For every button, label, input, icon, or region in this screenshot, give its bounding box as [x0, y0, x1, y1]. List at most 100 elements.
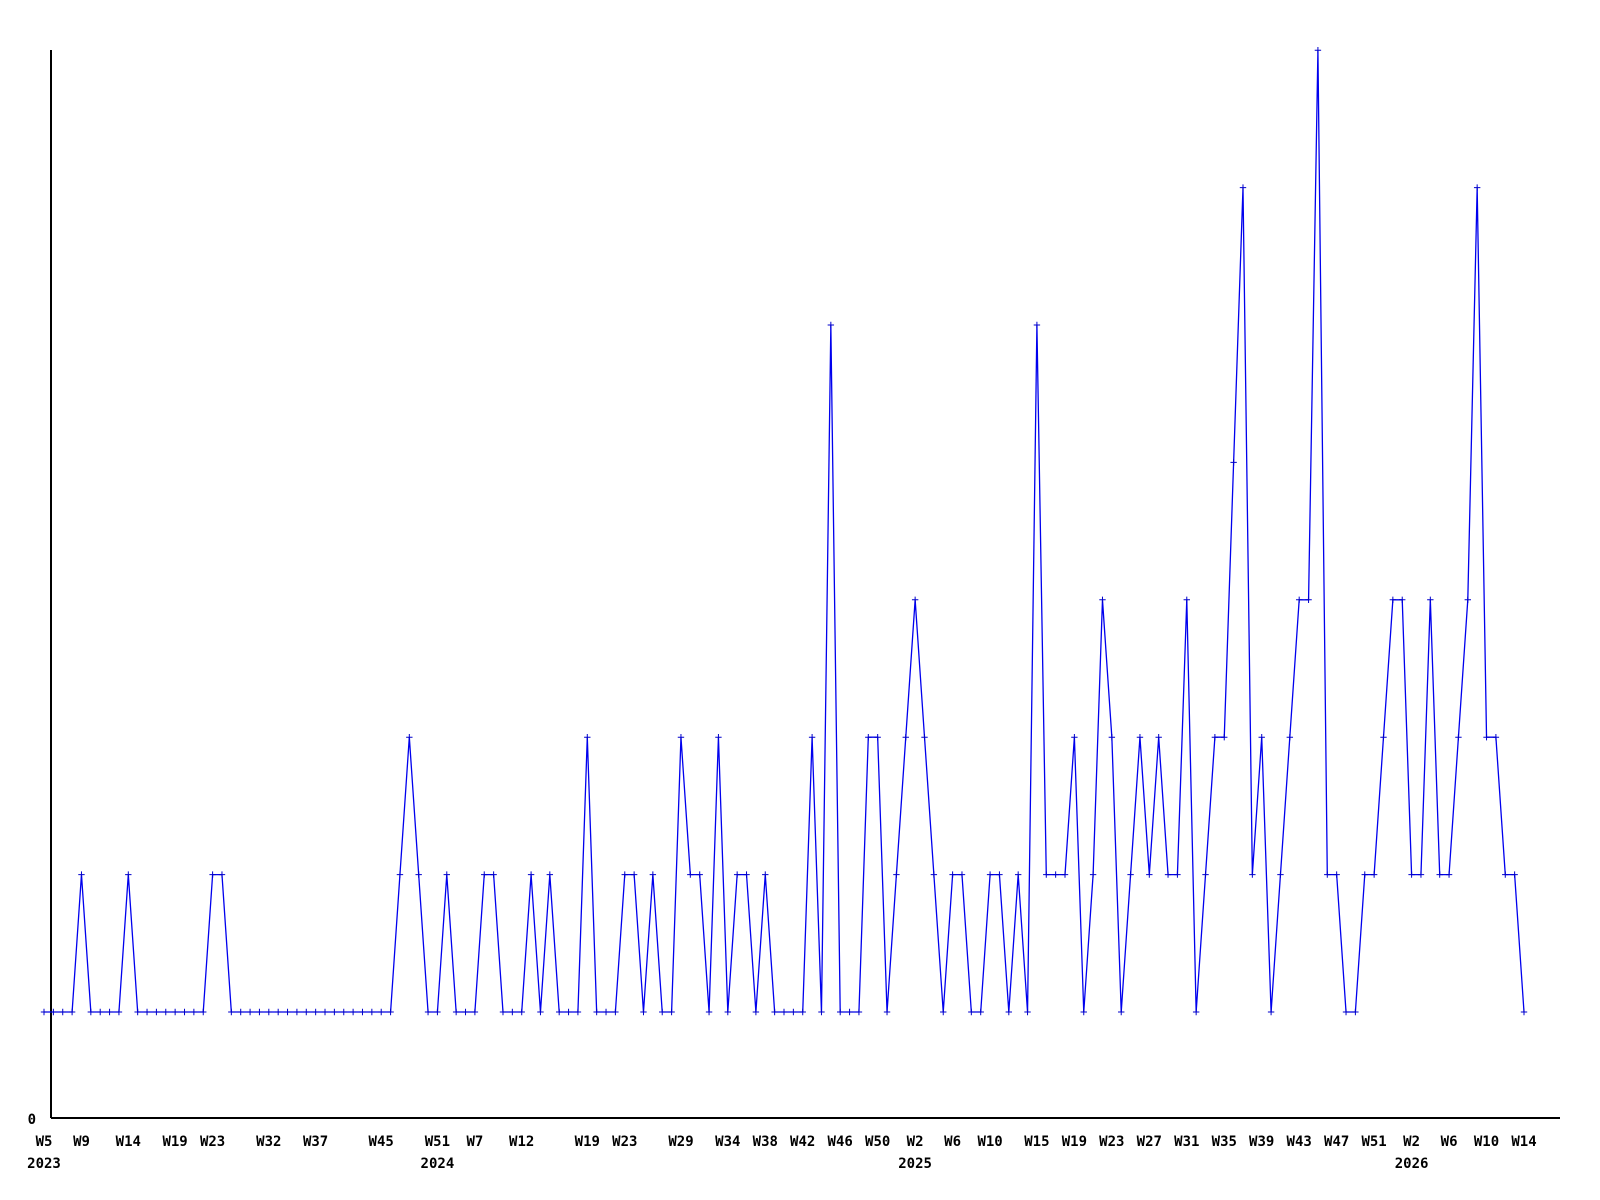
data-point-marker — [1314, 47, 1322, 54]
x-tick-label: W6 — [944, 1134, 961, 1150]
data-point-marker — [284, 1008, 291, 1016]
data-point-marker — [818, 1008, 825, 1016]
data-point-marker — [743, 871, 750, 878]
data-point-marker — [321, 1008, 329, 1016]
data-point-marker — [190, 1008, 198, 1016]
x-tick-label: W7 — [466, 1134, 483, 1150]
data-point-marker — [68, 1008, 76, 1016]
data-point-marker — [855, 1008, 863, 1016]
data-point-marker — [59, 1008, 66, 1016]
data-point-marker — [846, 1008, 853, 1016]
data-point-markers — [40, 47, 1528, 1016]
data-point-marker — [837, 1008, 844, 1016]
x-tick-label: W34 — [715, 1134, 740, 1150]
data-point-marker — [958, 871, 966, 878]
data-point-marker — [359, 1008, 366, 1016]
data-point-marker — [1024, 1008, 1031, 1016]
data-point-marker — [434, 1008, 441, 1016]
data-point-marker — [715, 734, 722, 741]
x-tick-label: W14 — [116, 1134, 141, 1150]
data-point-marker — [125, 871, 132, 878]
data-point-marker — [228, 1008, 235, 1016]
data-point-marker — [705, 1008, 713, 1016]
data-point-marker — [1033, 321, 1041, 329]
data-point-marker — [396, 871, 404, 878]
data-point-marker — [1108, 734, 1116, 741]
data-point-marker — [977, 1008, 984, 1016]
data-point-marker — [1014, 871, 1022, 878]
data-point-marker — [331, 1008, 338, 1016]
data-point-marker — [1127, 871, 1134, 878]
data-point-marker — [696, 871, 703, 878]
data-point-marker — [1352, 1008, 1359, 1016]
x-tick-label: W19 — [1062, 1134, 1087, 1150]
data-point-marker — [1380, 734, 1387, 741]
x-year-label: 2026 — [1395, 1156, 1429, 1172]
data-point-marker — [518, 1008, 525, 1016]
data-point-marker — [1118, 1008, 1125, 1016]
data-point-marker — [1502, 871, 1509, 878]
data-point-marker — [40, 1008, 48, 1016]
data-point-marker — [1230, 459, 1237, 466]
data-point-marker — [1333, 871, 1340, 878]
x-tick-label: W14 — [1511, 1134, 1536, 1150]
x-tick-label: W9 — [73, 1134, 90, 1150]
data-point-marker — [621, 871, 628, 878]
data-point-marker — [930, 871, 938, 878]
data-point-marker — [265, 1008, 273, 1016]
data-point-marker — [527, 871, 535, 878]
x-tick-label: W42 — [790, 1134, 815, 1150]
data-point-marker — [612, 1008, 619, 1016]
data-point-marker — [1052, 871, 1059, 878]
data-point-marker — [481, 871, 488, 878]
data-point-marker — [546, 871, 554, 878]
data-point-marker — [490, 871, 497, 878]
data-point-marker — [593, 1008, 600, 1016]
data-point-marker — [134, 1008, 141, 1016]
data-point-marker — [462, 1008, 469, 1016]
data-point-marker — [1520, 1008, 1528, 1016]
data-point-marker — [162, 1008, 169, 1016]
data-point-marker — [883, 1008, 891, 1016]
data-point-marker — [1155, 734, 1162, 741]
x-axis-tick-labels: W5 W9 W14 W19 W23 W32 W37 W45 W51 W7 W12 W19 W23 W29 W… — [36, 1134, 1537, 1150]
data-point-marker — [659, 1008, 666, 1016]
data-point-marker — [771, 1008, 778, 1016]
data-point-marker — [940, 1008, 947, 1016]
data-point-marker — [1295, 596, 1303, 603]
data-point-marker — [1408, 871, 1415, 878]
data-point-marker — [1043, 871, 1050, 878]
x-year-label: 2023 — [27, 1156, 61, 1172]
data-point-marker — [1099, 596, 1106, 603]
data-point-marker — [1342, 1008, 1350, 1016]
data-point-marker — [649, 871, 657, 878]
x-axis-year-labels: 2023 2024 2025 2026 — [27, 1156, 1428, 1172]
x-tick-label: W10 — [1474, 1134, 1499, 1150]
data-point-marker — [256, 1008, 263, 1016]
data-point-marker — [200, 1008, 207, 1016]
x-tick-label: W47 — [1324, 1134, 1349, 1150]
data-point-marker — [949, 871, 956, 878]
x-tick-label: W23 — [200, 1134, 225, 1150]
x-tick-label: W50 — [865, 1134, 890, 1150]
y-axis-tick-labels: 0 — [28, 1112, 36, 1128]
x-year-label: 2025 — [898, 1156, 932, 1172]
x-tick-label: W19 — [575, 1134, 600, 1150]
data-point-marker — [106, 1008, 113, 1016]
data-point-marker — [1089, 871, 1097, 878]
data-point-marker — [1473, 184, 1481, 191]
data-point-marker — [574, 1008, 582, 1016]
data-point-marker — [1370, 871, 1378, 878]
data-point-marker — [1445, 871, 1453, 878]
data-point-marker — [1455, 734, 1462, 741]
data-point-marker — [471, 1008, 479, 1016]
x-tick-label: W23 — [1099, 1134, 1124, 1150]
x-tick-label: W19 — [162, 1134, 187, 1150]
data-point-marker — [452, 1008, 460, 1016]
data-point-marker — [1071, 734, 1078, 741]
data-point-marker — [1483, 734, 1490, 741]
x-tick-label: W6 — [1441, 1134, 1458, 1150]
data-point-marker — [537, 1008, 544, 1016]
data-point-marker — [1136, 734, 1144, 741]
